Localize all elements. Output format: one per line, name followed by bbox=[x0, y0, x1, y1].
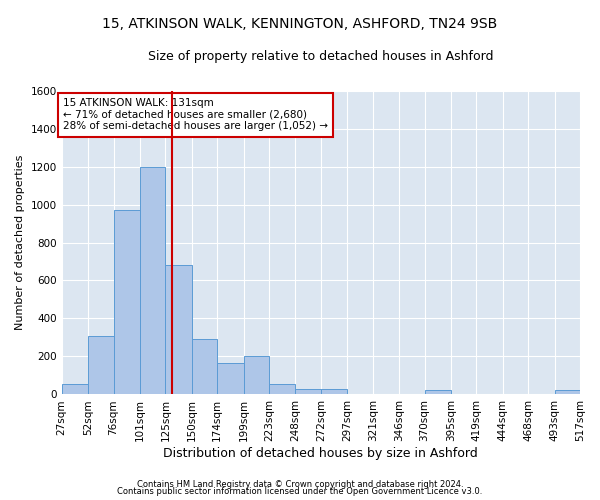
X-axis label: Distribution of detached houses by size in Ashford: Distribution of detached houses by size … bbox=[163, 447, 478, 460]
Bar bbox=[140, 166, 166, 394]
Bar bbox=[192, 340, 217, 394]
Bar bbox=[88, 336, 113, 394]
Bar bbox=[62, 384, 88, 394]
Text: 15 ATKINSON WALK: 131sqm
← 71% of detached houses are smaller (2,680)
28% of sem: 15 ATKINSON WALK: 131sqm ← 71% of detach… bbox=[63, 98, 328, 132]
Title: Size of property relative to detached houses in Ashford: Size of property relative to detached ho… bbox=[148, 50, 494, 63]
Text: Contains public sector information licensed under the Open Government Licence v3: Contains public sector information licen… bbox=[118, 487, 482, 496]
Bar bbox=[113, 210, 140, 394]
Bar bbox=[295, 389, 321, 394]
Bar bbox=[166, 266, 192, 394]
Bar bbox=[269, 384, 295, 394]
Bar bbox=[425, 390, 451, 394]
Bar bbox=[321, 389, 347, 394]
Bar bbox=[244, 356, 269, 395]
Text: Contains HM Land Registry data © Crown copyright and database right 2024.: Contains HM Land Registry data © Crown c… bbox=[137, 480, 463, 489]
Text: 15, ATKINSON WALK, KENNINGTON, ASHFORD, TN24 9SB: 15, ATKINSON WALK, KENNINGTON, ASHFORD, … bbox=[103, 18, 497, 32]
Bar bbox=[217, 363, 244, 394]
Bar bbox=[554, 390, 580, 394]
Y-axis label: Number of detached properties: Number of detached properties bbox=[15, 155, 25, 330]
